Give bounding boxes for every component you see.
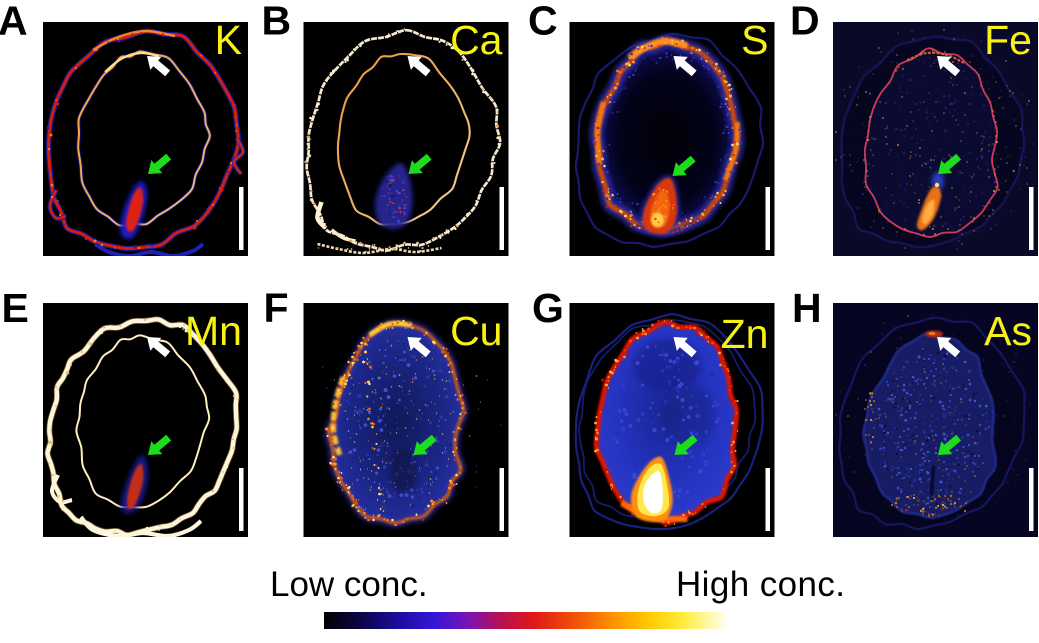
svg-text:High conc.: High conc. xyxy=(676,565,845,604)
svg-text:As: As xyxy=(984,308,1032,354)
svg-text:K: K xyxy=(215,17,242,63)
svg-text:G: G xyxy=(532,285,564,331)
svg-text:Ca: Ca xyxy=(450,17,503,63)
svg-text:Fe: Fe xyxy=(984,17,1032,63)
svg-text:B: B xyxy=(262,0,292,44)
svg-text:F: F xyxy=(264,285,289,331)
svg-text:D: D xyxy=(790,0,820,44)
svg-text:Cu: Cu xyxy=(450,308,502,354)
svg-text:H: H xyxy=(792,285,822,331)
svg-text:Zn: Zn xyxy=(721,311,769,357)
svg-text:S: S xyxy=(741,17,768,63)
svg-text:C: C xyxy=(528,0,558,44)
svg-text:Low conc.: Low conc. xyxy=(270,565,428,604)
svg-text:Mn: Mn xyxy=(185,308,242,354)
svg-text:A: A xyxy=(0,0,28,44)
svg-text:E: E xyxy=(2,285,29,331)
